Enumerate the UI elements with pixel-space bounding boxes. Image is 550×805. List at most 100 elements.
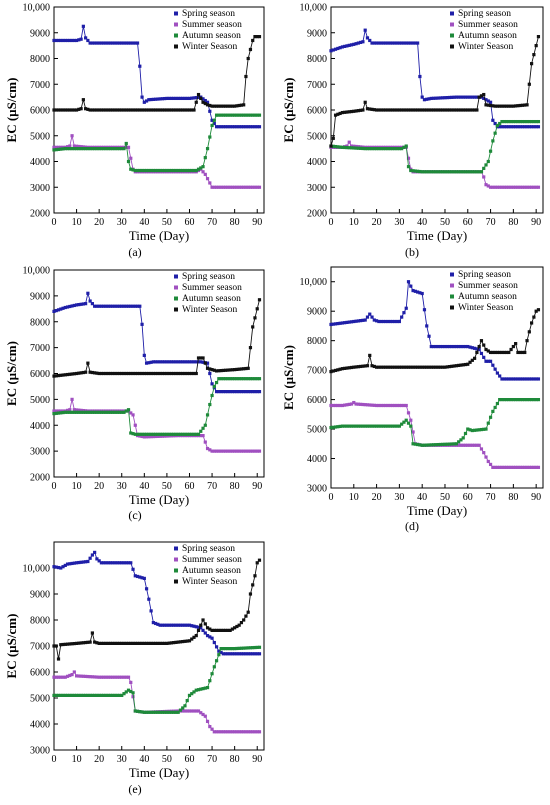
data-point — [228, 730, 232, 734]
data-point — [111, 108, 115, 112]
data-point — [459, 344, 463, 349]
data-point — [70, 108, 74, 112]
data-point — [498, 398, 502, 402]
legend-marker — [450, 305, 454, 310]
legend-marker — [174, 557, 178, 562]
data-point — [534, 119, 538, 124]
data-point — [106, 693, 110, 697]
data-point — [120, 641, 124, 645]
data-point — [436, 108, 440, 112]
data-point — [217, 730, 221, 734]
data-point — [144, 435, 149, 439]
data-point — [452, 95, 456, 99]
data-point — [212, 185, 216, 189]
data-point — [190, 637, 194, 641]
data-point — [413, 108, 417, 112]
data-point — [495, 371, 500, 375]
data-point — [507, 119, 511, 124]
data-point — [93, 640, 97, 644]
data-point — [81, 98, 85, 102]
data-point — [228, 449, 232, 453]
legend-marker — [174, 33, 178, 38]
data-point — [72, 144, 76, 148]
data-point — [349, 320, 354, 324]
data-point — [486, 459, 490, 464]
data-point — [88, 693, 92, 697]
data-point — [413, 289, 417, 293]
data-point — [90, 693, 94, 697]
data-point — [61, 147, 65, 151]
data-point — [388, 365, 392, 369]
data-point — [156, 371, 160, 376]
data-point — [185, 623, 189, 627]
data-point — [187, 432, 192, 436]
data-point — [187, 360, 192, 364]
data-point — [174, 623, 178, 627]
data-point — [77, 560, 81, 565]
data-point — [516, 185, 520, 189]
x-tick-label: 30 — [394, 492, 404, 503]
data-point — [482, 343, 486, 347]
data-point — [536, 465, 541, 469]
data-point — [111, 147, 115, 151]
x-tick-label: 0 — [52, 217, 57, 228]
data-point — [470, 346, 474, 350]
data-point — [205, 177, 210, 181]
data-point — [196, 360, 201, 364]
y-axis-title: EC (µS/cm) — [281, 345, 296, 410]
x-tick-label: 10 — [72, 217, 82, 228]
data-point — [81, 674, 85, 678]
data-point — [113, 410, 117, 414]
data-point — [336, 145, 340, 149]
data-point — [233, 390, 237, 394]
data-point — [167, 641, 171, 645]
data-point — [224, 185, 228, 189]
data-point — [457, 170, 461, 174]
legend-marker — [450, 272, 454, 277]
data-point — [406, 108, 411, 112]
data-point — [248, 730, 253, 734]
data-point — [246, 449, 250, 453]
data-point — [208, 371, 212, 376]
data-point — [436, 170, 440, 174]
data-point — [224, 647, 228, 651]
data-point — [203, 101, 207, 106]
data-point — [493, 465, 497, 469]
data-point — [336, 368, 340, 372]
data-point — [429, 108, 433, 112]
data-point — [363, 28, 367, 32]
data-point — [81, 693, 85, 697]
data-point — [99, 675, 104, 679]
data-point — [111, 675, 115, 679]
series-markers — [52, 35, 262, 112]
data-point — [151, 108, 155, 112]
data-point — [520, 398, 525, 402]
data-point — [115, 108, 119, 112]
data-point — [65, 674, 70, 678]
data-point — [208, 109, 212, 113]
data-point — [420, 365, 424, 369]
data-point — [393, 147, 397, 151]
data-point — [418, 365, 422, 369]
data-point — [427, 108, 431, 112]
data-point — [466, 108, 470, 112]
data-point — [138, 108, 142, 112]
legend-marker — [174, 546, 178, 551]
data-point — [463, 431, 468, 436]
data-point — [187, 639, 192, 643]
data-point — [530, 321, 534, 325]
data-point — [226, 377, 230, 381]
data-point — [466, 95, 470, 99]
data-point — [447, 442, 452, 446]
data-point — [534, 309, 538, 313]
data-point — [54, 108, 58, 112]
data-point — [402, 145, 406, 149]
data-point — [340, 367, 344, 371]
data-point — [436, 365, 440, 369]
data-point — [511, 104, 515, 108]
data-point — [154, 108, 158, 112]
data-point — [214, 113, 219, 117]
data-point — [431, 365, 436, 369]
data-point — [509, 104, 513, 108]
legend-entry: Summer season — [182, 283, 242, 293]
